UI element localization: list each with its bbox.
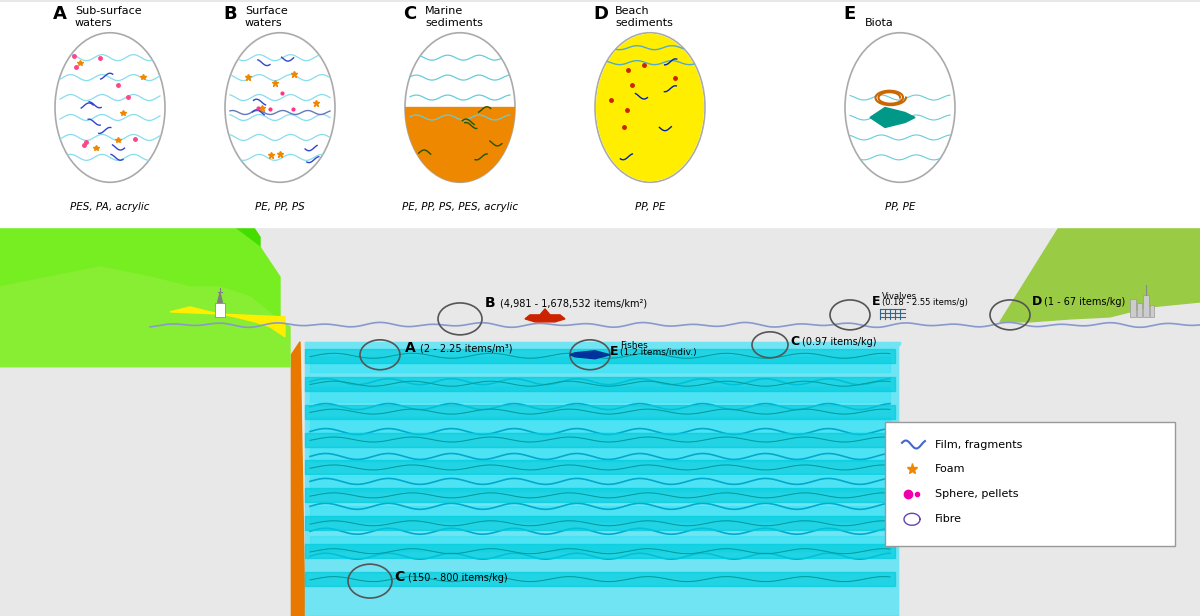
Text: (0.18 - 2.55 items/g): (0.18 - 2.55 items/g) [882, 298, 968, 307]
Text: Beach
sediments: Beach sediments [616, 6, 673, 28]
Polygon shape [217, 293, 222, 302]
Ellipse shape [596, 34, 704, 181]
Text: E: E [842, 5, 856, 23]
Text: Marine
sediments: Marine sediments [425, 6, 482, 28]
Text: C: C [403, 5, 416, 23]
Text: Fishes: Fishes [620, 341, 648, 350]
Polygon shape [870, 108, 916, 128]
Polygon shape [1000, 2, 1200, 322]
Polygon shape [900, 307, 1200, 616]
Ellipse shape [845, 33, 955, 182]
Polygon shape [0, 128, 260, 297]
Polygon shape [0, 267, 290, 367]
Text: Sphere, pellets: Sphere, pellets [935, 489, 1019, 500]
Text: Vivalves: Vivalves [882, 292, 917, 301]
Text: Surface
waters: Surface waters [245, 6, 288, 28]
Text: PE, PP, PS: PE, PP, PS [256, 202, 305, 213]
Text: E: E [610, 345, 618, 358]
Polygon shape [305, 342, 900, 616]
Polygon shape [406, 108, 515, 182]
Text: (1.2 items/indiv.): (1.2 items/indiv.) [620, 348, 697, 357]
Text: (150 - 800 items/kg): (150 - 800 items/kg) [408, 573, 508, 583]
Text: PES, PA, acrylic: PES, PA, acrylic [71, 202, 150, 213]
Text: Film, fragments: Film, fragments [935, 439, 1022, 450]
Ellipse shape [595, 33, 706, 182]
Text: (1 - 67 items/kg): (1 - 67 items/kg) [1044, 297, 1126, 307]
FancyBboxPatch shape [886, 421, 1175, 546]
Text: Foam: Foam [935, 464, 966, 474]
Polygon shape [55, 83, 95, 118]
Ellipse shape [55, 33, 166, 182]
Bar [215, 302, 224, 317]
Polygon shape [0, 68, 250, 267]
Bar [1144, 295, 1150, 317]
Bar [1138, 303, 1142, 317]
Polygon shape [540, 309, 550, 315]
Text: (0.97 items/kg): (0.97 items/kg) [802, 337, 876, 347]
Text: Fibre: Fibre [935, 514, 962, 524]
Ellipse shape [226, 33, 335, 182]
Text: Biota: Biota [865, 18, 894, 28]
Text: PP, PE: PP, PE [635, 202, 665, 213]
Text: PP, PE: PP, PE [884, 202, 916, 213]
Text: (4,981 - 1,678,532 items/km²): (4,981 - 1,678,532 items/km²) [500, 299, 647, 309]
Text: B: B [223, 5, 236, 23]
Text: Sub-surface
waters: Sub-surface waters [74, 6, 142, 28]
FancyBboxPatch shape [0, 232, 1200, 616]
Ellipse shape [404, 33, 515, 182]
Polygon shape [0, 317, 1200, 616]
Polygon shape [305, 342, 900, 616]
Bar [1150, 305, 1154, 317]
Text: C: C [790, 335, 799, 348]
Text: D: D [1032, 295, 1043, 308]
Text: D: D [593, 5, 608, 23]
Text: E: E [872, 295, 881, 308]
Polygon shape [0, 163, 280, 327]
Polygon shape [0, 2, 140, 217]
Text: (2 - 2.25 items/m³): (2 - 2.25 items/m³) [420, 344, 512, 354]
Text: PE, PP, PS, PES, acrylic: PE, PP, PS, PES, acrylic [402, 202, 518, 213]
Polygon shape [70, 38, 110, 87]
Polygon shape [0, 307, 290, 616]
FancyBboxPatch shape [0, 2, 1200, 227]
Text: A: A [53, 5, 67, 23]
Polygon shape [570, 351, 610, 359]
Bar [1130, 299, 1136, 317]
Text: C: C [394, 570, 404, 584]
Polygon shape [170, 307, 286, 337]
Text: B: B [485, 296, 496, 310]
Text: A: A [406, 341, 415, 355]
Polygon shape [526, 315, 565, 322]
